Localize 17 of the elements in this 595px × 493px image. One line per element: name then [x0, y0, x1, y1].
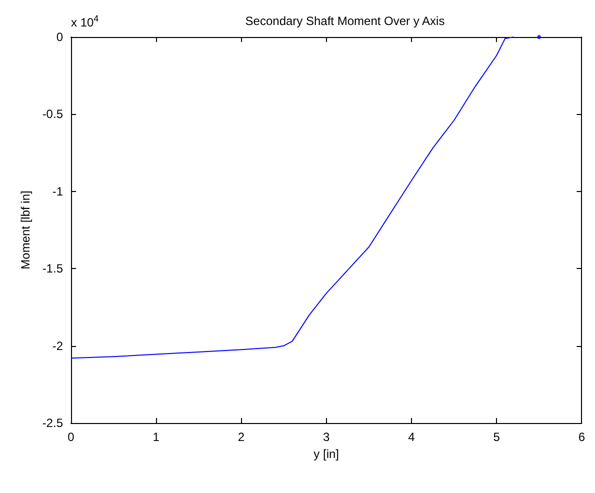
y-tick-label: -2 — [52, 338, 64, 353]
chart-title: Secondary Shaft Moment Over y Axis — [245, 14, 445, 28]
x-tick-label: 2 — [238, 430, 245, 444]
y-tick-label: -1.5 — [42, 262, 64, 276]
y-tick-label: 0 — [56, 30, 64, 44]
x-tick-label: 5 — [493, 430, 500, 444]
x-tick-label: 4 — [408, 430, 416, 444]
y-tick-label: -0.5 — [42, 107, 64, 122]
x-tick-label: 0 — [68, 430, 75, 444]
line-series — [70, 36, 514, 359]
y-tick-label: -2.5 — [42, 416, 64, 430]
y-axis-title: Moment [lbf in] — [18, 190, 32, 270]
x-tick-label: 6 — [578, 430, 586, 444]
x-tick-label: 3 — [322, 430, 330, 444]
x-tick-label: 1 — [152, 430, 160, 444]
x-axis-title: y [in] — [314, 446, 340, 461]
y-tick-label: -1 — [52, 184, 64, 198]
